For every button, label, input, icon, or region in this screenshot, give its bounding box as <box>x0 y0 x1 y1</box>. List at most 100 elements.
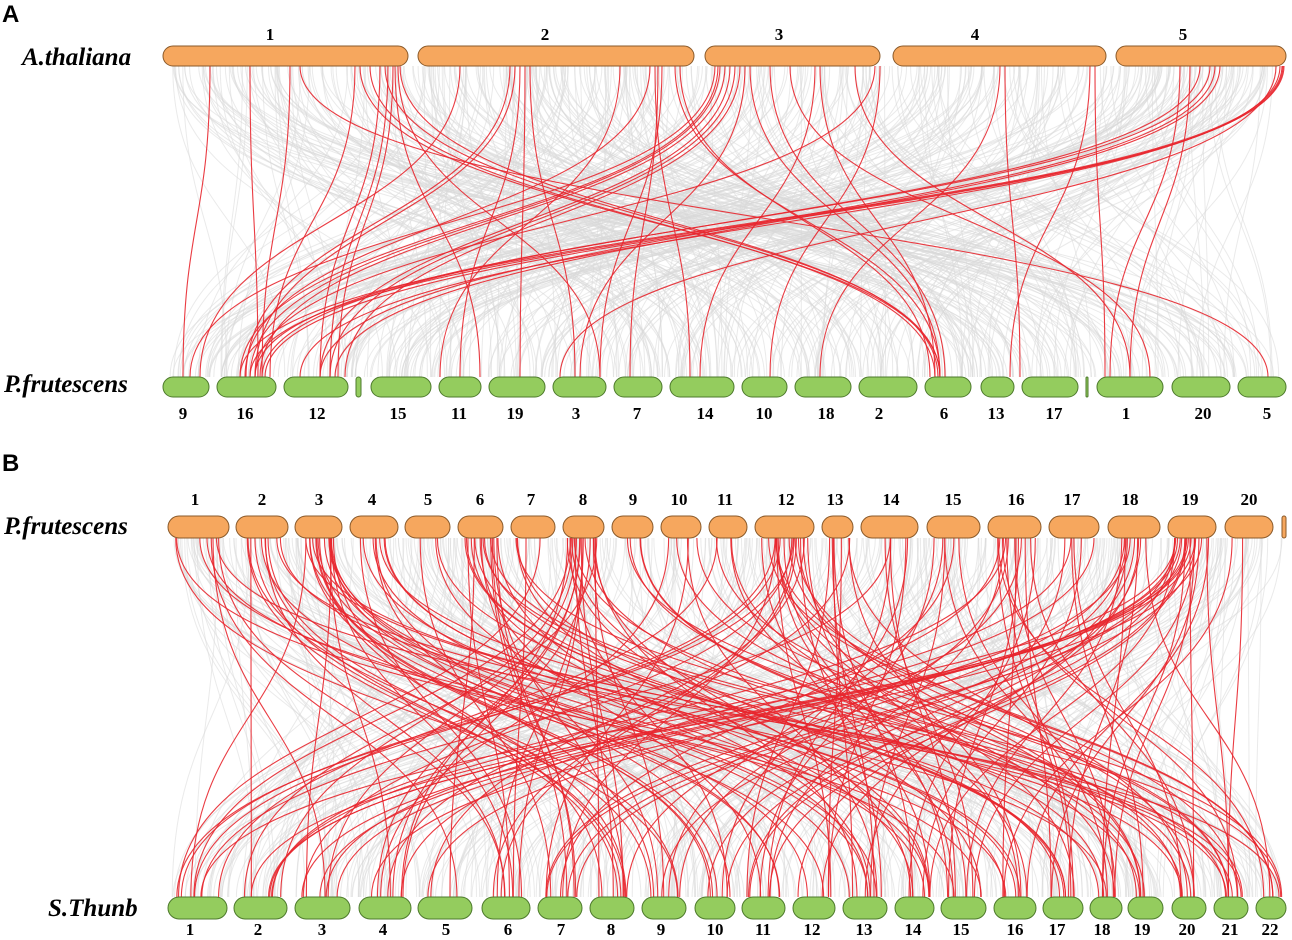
panel-b-collinear-link <box>828 537 907 898</box>
panel-a-background-link <box>183 65 622 378</box>
panel-a-background-link <box>760 65 1158 378</box>
panel-b-background-link <box>517 537 558 898</box>
panel-b-collinear-link <box>870 537 946 898</box>
panel-b-collinear-link <box>331 537 514 898</box>
panel-b-background-link <box>177 537 745 898</box>
panel-b-collinear-link <box>668 537 944 898</box>
panel-b-collinear-link <box>569 537 728 898</box>
panel-b-bottom-chromosome <box>1213 896 1249 920</box>
panel-b-collinear-link <box>1071 537 1144 898</box>
panel-a-background-link <box>979 65 1168 378</box>
panel-b-collinear-link <box>247 537 679 898</box>
panel-a-collinear-link <box>629 65 659 378</box>
panel-b-collinear-link <box>777 537 954 898</box>
panel-b-top-chromosome-label: 12 <box>778 490 795 509</box>
panel-b-top-chromosome <box>754 515 815 539</box>
panel-b-background-link <box>361 537 717 898</box>
panel-a-bottom-chromosome-label: 18 <box>818 404 835 423</box>
panel-b-top-chromosome <box>611 515 654 539</box>
panel-a-background-link <box>448 65 1059 378</box>
panel-b-collinear-link <box>1101 537 1126 898</box>
panel-a-background-link <box>278 65 515 378</box>
panel-a-collinear-link <box>244 65 651 378</box>
panel-a-bottom-chromosome <box>1171 376 1231 398</box>
panel-b-background-link <box>480 537 792 898</box>
panel-b-collinear-link <box>516 537 1061 898</box>
panel-a-collinear-link <box>261 65 291 378</box>
panel-a-background-link <box>640 65 718 378</box>
panel-a-collinear-link <box>1129 65 1191 378</box>
panel-b-top-chromosome <box>860 515 919 539</box>
panel-a-background-link <box>1064 65 1222 378</box>
panel-a-background-link <box>489 65 1185 378</box>
panel-b-background-link <box>387 537 758 898</box>
panel-a-background-link <box>924 65 964 378</box>
panel-b-background-link <box>229 537 601 898</box>
panel-b-top-chromosome-label: 2 <box>258 490 267 509</box>
panel-a-background-link <box>514 65 818 378</box>
panel-b-background-link <box>381 537 1102 898</box>
panel-b-collinear-link <box>1227 537 1244 898</box>
panel-b-bottom-chromosome <box>589 896 635 920</box>
panel-a-background-link <box>503 65 577 378</box>
panel-a-background-link <box>221 65 1210 378</box>
panel-b-collinear-link <box>726 537 1176 898</box>
panel-b-collinear-link <box>626 537 1283 898</box>
panel-b-collinear-link <box>370 537 1203 898</box>
panel-a-background-link <box>532 65 1113 378</box>
panel-a-collinear-link <box>529 65 576 378</box>
panel-b-collinear-link <box>594 537 858 898</box>
panel-a-background-link <box>1207 65 1272 378</box>
panel-b-collinear-link <box>374 537 655 898</box>
panel-b-bottom-chromosome-label: 11 <box>755 920 771 939</box>
panel-b-collinear-link <box>375 537 731 898</box>
panel-b-bottom-chromosome-label: 3 <box>318 920 327 939</box>
panel-a-top-chromosome <box>162 45 409 67</box>
panel-b-background-link <box>280 537 371 898</box>
panel-b-collinear-link <box>264 537 622 898</box>
panel-b-background-link <box>660 537 1205 898</box>
panel-a-background-link <box>559 65 1175 378</box>
panel-b-background-link <box>590 537 676 898</box>
panel-b-top-chromosome <box>1167 515 1217 539</box>
panel-b-top-chromosome <box>926 515 981 539</box>
panel-b-bottom-chromosome <box>417 896 473 920</box>
panel-b-background-link <box>1049 537 1220 898</box>
panel-a-collinear-link <box>559 65 1277 378</box>
panel-a-collinear-link <box>245 65 511 378</box>
panel-a-background-link <box>303 65 739 378</box>
panel-b-collinear-link <box>464 537 1066 898</box>
panel-a-background-link <box>658 65 718 378</box>
panel-b-bottom-chromosome <box>537 896 583 920</box>
panel-a-bottom-chromosome <box>613 376 663 398</box>
panel-b-collinear-link <box>592 537 665 898</box>
panel-a-bottom-chromosome <box>355 376 362 398</box>
panel-b-top-chromosome <box>510 515 556 539</box>
panel-a-top-species: A.thaliana <box>20 44 131 71</box>
panel-b-collinear-link <box>584 537 1105 898</box>
panel-b-background-link <box>421 537 1009 898</box>
panel-a-background-link <box>220 65 243 378</box>
panel-a-background-link <box>1189 65 1205 378</box>
panel-a-background-link <box>483 65 575 378</box>
panel-a-collinear-link <box>1004 65 1021 378</box>
panel-b-bottom-chromosome <box>358 896 412 920</box>
panel-b-bottom-chromosome-label: 12 <box>804 920 821 939</box>
panel-a-bottom-chromosome-label: 1 <box>1122 404 1131 423</box>
panel-b-collinear-link <box>639 537 1145 898</box>
panel-a-background-link <box>591 65 826 378</box>
panel-a-background-link <box>748 65 1160 378</box>
panel-b-bottom-chromosome <box>1127 896 1164 920</box>
panel-b-collinear-link <box>328 537 869 898</box>
panel-b-collinear-link <box>776 537 832 898</box>
panel-b-background-link <box>920 537 966 898</box>
panel-a-bottom-chromosome <box>552 376 607 398</box>
panel-b-background-link <box>420 537 829 898</box>
panel-a-background-link <box>896 65 1128 378</box>
panel-a-bottom-chromosomes: 9 16 12 15 11 19 3 7 14 10 18 2 6 13 17 1 20 5 <box>162 376 1287 423</box>
panel-a-collinear-link <box>254 65 516 378</box>
panel-b-top-chromosome <box>294 515 343 539</box>
panel-b-background-link <box>246 537 349 898</box>
panel-b-top-chromosome-label: 16 <box>1008 490 1025 509</box>
panel-b-collinear-link <box>775 537 1075 898</box>
